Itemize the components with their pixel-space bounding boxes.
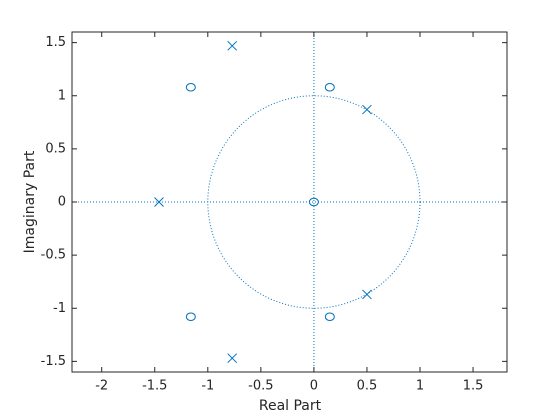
y-tick-label: 1 bbox=[58, 88, 66, 103]
unit-circle bbox=[207, 95, 421, 309]
y-tick-label: 0.5 bbox=[45, 141, 66, 156]
zero-marker bbox=[308, 197, 319, 207]
pole-marker bbox=[227, 40, 238, 51]
x-tick-label: -2 bbox=[95, 379, 108, 394]
x-tick-label: -1.5 bbox=[142, 379, 167, 394]
pole-marker bbox=[362, 104, 372, 115]
x-axis-label: Real Part bbox=[259, 398, 322, 414]
pole-marker bbox=[227, 353, 238, 364]
x-tick-label: 1.5 bbox=[463, 379, 484, 394]
y-tick-label: 1.5 bbox=[45, 35, 66, 50]
y-axis-label: Imaginary Part bbox=[22, 150, 38, 253]
x-tick-label: -1 bbox=[201, 379, 214, 394]
y-tick-label: -0.5 bbox=[41, 248, 66, 263]
y-tick-label: -1 bbox=[53, 301, 66, 316]
plot-frame bbox=[71, 31, 508, 373]
zero-marker bbox=[185, 312, 196, 322]
x-tick-label: 1 bbox=[416, 379, 424, 394]
zero-marker bbox=[324, 312, 335, 322]
x-tick-label: 0 bbox=[310, 379, 318, 394]
pole-marker bbox=[154, 197, 164, 207]
pole-marker bbox=[362, 289, 372, 300]
y-tick-label: -1.5 bbox=[41, 354, 66, 369]
y-tick-label: 0 bbox=[58, 195, 66, 210]
zero-marker bbox=[185, 82, 196, 92]
zero-marker bbox=[324, 82, 335, 92]
x-tick-label: 0.5 bbox=[357, 379, 378, 394]
x-tick-label: -0.5 bbox=[248, 379, 273, 394]
